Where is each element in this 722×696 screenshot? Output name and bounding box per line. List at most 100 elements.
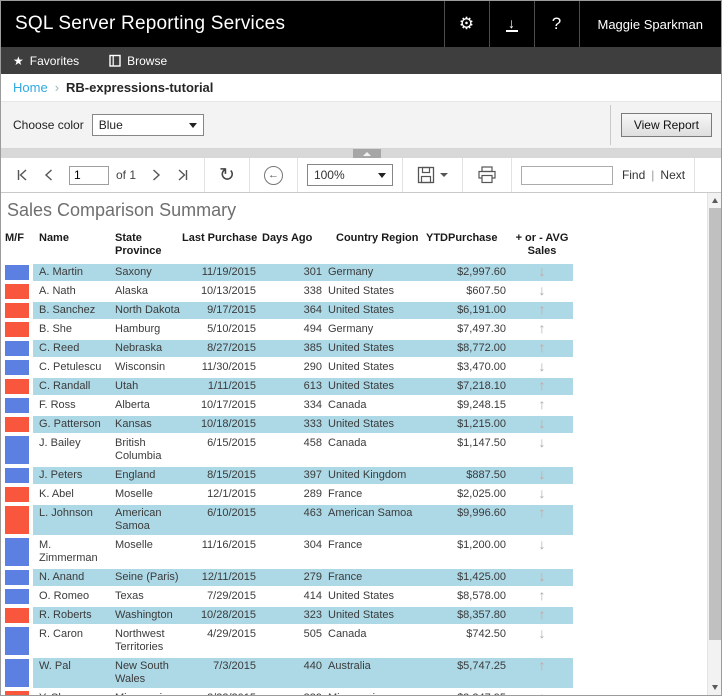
cell-mf xyxy=(5,690,33,695)
back-button[interactable]: ← xyxy=(259,165,288,185)
column-header: Country Region xyxy=(336,232,419,244)
cell-days: 389 xyxy=(260,690,324,695)
cell-name: F. Ross xyxy=(33,397,110,416)
cell-state: Alaska xyxy=(110,283,182,302)
user-menu[interactable]: Maggie Sparkman xyxy=(578,1,722,47)
previous-page-button[interactable] xyxy=(36,167,62,183)
cell-country: American Samoa xyxy=(324,505,421,537)
cell-date: 11/19/2015 xyxy=(182,264,260,283)
cell-mf xyxy=(5,626,33,658)
cell-mf xyxy=(5,607,33,626)
up-arrow-icon: ↑ xyxy=(538,377,546,393)
column-header: Last Purchase xyxy=(182,232,258,244)
vertical-scrollbar[interactable] xyxy=(707,193,721,695)
find-text-input[interactable] xyxy=(520,165,613,185)
table-row: N. Anand Seine (Paris) 12/11/2015 279 France… xyxy=(5,569,573,588)
export-save-button[interactable] xyxy=(412,166,453,184)
cell-country: France xyxy=(324,486,421,505)
cell-indicator: ↑ xyxy=(511,588,573,607)
cell-name: C. Randall xyxy=(33,378,110,397)
cell-indicator: ↑ xyxy=(511,340,573,359)
scroll-up-button[interactable] xyxy=(708,193,721,207)
cell-indicator: ↓ xyxy=(511,435,573,467)
gender-color-swatch xyxy=(5,379,29,394)
cell-date: 1/11/2015 xyxy=(182,378,260,397)
print-button[interactable] xyxy=(472,166,502,184)
gender-color-swatch xyxy=(5,538,29,566)
cell-name: R. Roberts xyxy=(33,607,110,626)
up-arrow-icon: ↑ xyxy=(538,587,546,603)
next-page-button[interactable] xyxy=(143,167,169,183)
gender-color-swatch xyxy=(5,436,29,464)
last-page-button[interactable] xyxy=(169,167,195,183)
cell-mf xyxy=(5,264,33,283)
up-arrow-icon: ↑ xyxy=(538,339,546,355)
cell-ytd: $1,425.00 xyxy=(421,569,511,588)
cell-indicator: ↓ xyxy=(511,537,573,569)
browse-icon xyxy=(109,54,121,67)
cell-indicator: ↑ xyxy=(511,658,573,690)
scrollbar-thumb[interactable] xyxy=(709,208,721,640)
cell-state: British Columbia xyxy=(110,435,182,467)
cell-state: Texas xyxy=(110,588,182,607)
cell-days: 338 xyxy=(260,283,324,302)
cell-date: 10/13/2015 xyxy=(182,283,260,302)
cell-name: B. Sanchez xyxy=(33,302,110,321)
favorites-label: Favorites xyxy=(29,53,80,68)
refresh-button[interactable]: ↻ xyxy=(214,166,240,185)
printer-icon xyxy=(478,166,496,184)
nav-item-favorites[interactable]: ★ Favorites xyxy=(13,54,79,68)
export-group xyxy=(403,158,463,192)
cell-mf xyxy=(5,378,33,397)
column-header: Name xyxy=(39,232,69,244)
up-arrow-icon: ↑ xyxy=(538,606,546,622)
download-button[interactable]: ↓ xyxy=(488,1,534,47)
up-arrow-icon: ↑ xyxy=(538,320,546,336)
nav-item-browse[interactable]: Browse xyxy=(109,54,167,68)
page-number-input[interactable] xyxy=(69,165,109,185)
column-header: M/F xyxy=(5,232,24,244)
find-link[interactable]: Find xyxy=(621,168,646,182)
parameter-collapse-strip xyxy=(1,149,721,158)
cell-name: J. Bailey xyxy=(33,435,110,467)
table-row: L. Johnson American Samoa 6/10/2015 463 Amer… xyxy=(5,505,573,537)
app-title[interactable]: SQL Server Reporting Services xyxy=(15,13,286,34)
color-parameter-dropdown[interactable]: Blue xyxy=(91,114,204,136)
help-button[interactable]: ? xyxy=(533,1,579,47)
table-row: B. She Hamburg 5/10/2015 494 Germany $7,497.3… xyxy=(5,321,573,340)
first-page-button[interactable] xyxy=(10,167,36,183)
zoom-dropdown[interactable]: 100% xyxy=(306,164,393,186)
cell-days: 397 xyxy=(260,467,324,486)
cell-mf xyxy=(5,505,33,537)
breadcrumb-home-link[interactable]: Home xyxy=(13,80,48,95)
table-row: W. Pal New South Wales 7/3/2015 440 Australi… xyxy=(5,658,573,690)
cell-state: American Samoa xyxy=(110,505,182,537)
cell-mf xyxy=(5,658,33,690)
cell-name: W. Pal xyxy=(33,658,110,690)
report-body: Sales Comparison Summary M/F Name State Pr… xyxy=(1,193,721,695)
find-next-link[interactable]: Next xyxy=(660,168,686,182)
cell-ytd: $8,357.80 xyxy=(421,607,511,626)
parameter-collapse-handle[interactable] xyxy=(353,149,381,158)
cell-indicator: ↓ xyxy=(511,626,573,658)
view-report-button[interactable]: View Report xyxy=(620,113,712,137)
cell-date: 8/27/2015 xyxy=(182,340,260,359)
cell-date: 6/15/2015 xyxy=(182,435,260,467)
save-icon xyxy=(417,166,435,184)
table-row: R. Caron Northwest Territories 4/29/2015 50… xyxy=(5,626,573,658)
down-arrow-icon: ↓ xyxy=(538,263,546,279)
cell-ytd: $7,497.30 xyxy=(421,321,511,340)
cell-mf xyxy=(5,569,33,588)
cell-name: L. Johnson xyxy=(33,505,110,537)
parameter-panel: Choose color Blue View Report xyxy=(1,102,721,149)
cell-state: Seine (Paris) xyxy=(110,569,182,588)
settings-button[interactable]: ⚙ xyxy=(443,1,489,47)
cell-name: B. She xyxy=(33,321,110,340)
cell-country: United States xyxy=(324,607,421,626)
cell-state: Alberta xyxy=(110,397,182,416)
scroll-down-button[interactable] xyxy=(708,680,721,694)
cell-country: Germany xyxy=(324,264,421,283)
cell-state: Moselle xyxy=(110,537,182,569)
gender-color-swatch xyxy=(5,608,29,623)
chevron-down-icon xyxy=(377,172,386,178)
